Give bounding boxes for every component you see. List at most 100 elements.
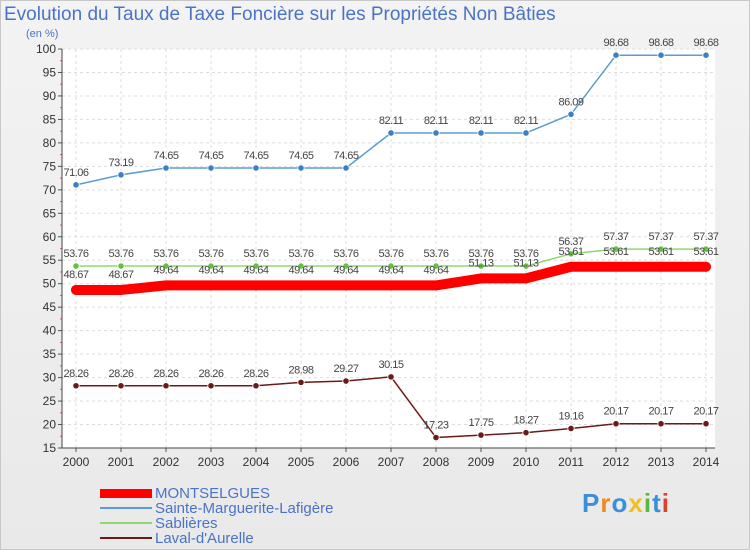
data-point-montselgues: [71, 285, 81, 295]
logo-letter: x: [628, 488, 644, 518]
x-tick-label: 2013: [648, 455, 675, 469]
y-tick-label: 85: [43, 112, 57, 126]
data-label-sainte-marguerite-lafig-re: 74.65: [198, 150, 223, 162]
data-point-sainte-marguerite-lafig-re: [657, 51, 665, 59]
x-tick-label: 2012: [603, 455, 630, 469]
legend-swatch-montselgues: [100, 488, 152, 498]
y-tick-label: 25: [43, 394, 57, 408]
legend-label-sablieres: Sablières: [155, 514, 218, 532]
data-point-sabli-res: [567, 250, 575, 258]
data-label-sainte-marguerite-lafig-re: 74.65: [333, 150, 358, 162]
data-label-sainte-marguerite-lafig-re: 82.11: [469, 115, 494, 127]
y-tick-label: 65: [43, 206, 57, 220]
x-tick-label: 2008: [423, 455, 450, 469]
data-label-montselgues: 49.64: [243, 264, 268, 276]
data-label-laval-d-aurelle: 30.15: [378, 359, 403, 371]
data-label-montselgues: 51.13: [513, 257, 538, 269]
data-label-montselgues: 53.61: [648, 246, 673, 258]
legend-item-sainte-marguerite: Sainte-Marguerite-Lafigère: [100, 499, 334, 517]
data-label-montselgues: 53.61: [603, 246, 628, 258]
x-tick-label: 2010: [513, 455, 540, 469]
data-point-sainte-marguerite-lafig-re: [567, 110, 575, 118]
data-point-montselgues: [521, 273, 531, 284]
data-point-sabli-res: [72, 262, 80, 270]
legend-item-sablieres: Sablières: [100, 514, 218, 532]
data-point-sabli-res: [612, 245, 620, 253]
data-label-sabli-res: 57.37: [603, 231, 628, 243]
data-label-sabli-res: 53.76: [513, 248, 538, 260]
data-point-sabli-res: [117, 262, 125, 270]
y-tick-label: 30: [43, 371, 57, 385]
data-point-sabli-res: [522, 262, 530, 270]
y-tick-label: 60: [43, 230, 57, 244]
data-point-montselgues: [251, 280, 261, 291]
legend-item-montselgues: MONTSELGUES: [100, 484, 271, 502]
data-label-laval-d-aurelle: 28.26: [243, 368, 268, 380]
data-point-sabli-res: [162, 262, 170, 270]
x-tick-label: 2000: [63, 455, 90, 469]
data-point-laval-d-aurelle: [342, 377, 350, 385]
x-tick-label: 2002: [153, 455, 180, 469]
y-tick-label: 20: [43, 418, 57, 432]
data-label-montselgues: 49.64: [423, 264, 448, 276]
legend-label-sainte-marguerite: Sainte-Marguerite-Lafigère: [155, 499, 334, 517]
logo-letter: t: [652, 488, 662, 518]
data-label-laval-d-aurelle: 29.27: [333, 363, 358, 375]
data-point-montselgues: [701, 261, 711, 272]
data-label-laval-d-aurelle: 18.27: [513, 415, 538, 427]
data-point-sabli-res: [432, 262, 440, 270]
logo-letter: i: [643, 488, 653, 518]
data-point-sainte-marguerite-lafig-re: [297, 164, 305, 172]
data-label-sainte-marguerite-lafig-re: 82.11: [424, 115, 449, 127]
data-point-sabli-res: [657, 245, 665, 253]
data-point-laval-d-aurelle: [252, 382, 260, 390]
x-tick-label: 2006: [333, 455, 360, 469]
data-point-sainte-marguerite-lafig-re: [387, 129, 395, 137]
data-label-laval-d-aurelle: 28.26: [108, 368, 133, 380]
legend-swatch-sainte-marguerite: [100, 507, 152, 509]
data-point-montselgues: [296, 280, 306, 291]
data-point-sabli-res: [477, 262, 485, 270]
data-point-sainte-marguerite-lafig-re: [702, 51, 710, 59]
data-label-sainte-marguerite-lafig-re: 98.68: [648, 37, 673, 49]
data-point-sabli-res: [342, 262, 350, 270]
data-label-laval-d-aurelle: 20.17: [648, 406, 673, 418]
y-tick-label: 15: [43, 441, 57, 455]
data-point-laval-d-aurelle: [477, 431, 485, 439]
data-point-laval-d-aurelle: [432, 433, 440, 442]
data-label-sabli-res: 56.37: [558, 236, 583, 248]
y-tick-label: 40: [43, 324, 57, 338]
x-tick-label: 2005: [288, 455, 315, 469]
data-label-laval-d-aurelle: 28.26: [198, 368, 223, 380]
x-tick-label: 2001: [108, 455, 135, 469]
data-label-montselgues: 48.67: [63, 269, 88, 281]
data-point-laval-d-aurelle: [117, 382, 125, 390]
proxiti-logo: Proxiti: [582, 488, 670, 519]
y-tick-label: 80: [43, 136, 57, 150]
data-label-sabli-res: 53.76: [153, 248, 178, 260]
data-point-sabli-res: [252, 262, 260, 270]
data-label-montselgues: 51.13: [468, 257, 493, 269]
data-label-laval-d-aurelle: 28.98: [288, 364, 313, 376]
y-tick-label: 95: [43, 65, 57, 79]
data-point-laval-d-aurelle: [162, 382, 170, 390]
data-point-sainte-marguerite-lafig-re: [522, 129, 530, 137]
data-label-sainte-marguerite-lafig-re: 86.09: [558, 96, 583, 108]
data-point-laval-d-aurelle: [702, 420, 710, 428]
data-label-sainte-marguerite-lafig-re: 82.11: [514, 115, 539, 127]
data-label-sainte-marguerite-lafig-re: 74.65: [288, 150, 313, 162]
legend-label-montselgues: MONTSELGUES: [155, 484, 271, 502]
data-point-sabli-res: [297, 262, 305, 270]
data-point-sabli-res: [207, 262, 215, 270]
data-label-montselgues: 49.64: [198, 264, 223, 276]
legend-item-laval-daurelle: Laval-d'Aurelle: [100, 530, 254, 547]
data-point-laval-d-aurelle: [522, 429, 530, 437]
data-label-sabli-res: 53.76: [333, 248, 358, 260]
data-point-montselgues: [116, 285, 126, 295]
data-label-montselgues: 48.67: [108, 269, 133, 281]
data-point-sainte-marguerite-lafig-re: [342, 164, 350, 172]
data-label-sabli-res: 53.76: [288, 248, 313, 260]
data-label-montselgues: 49.64: [153, 264, 178, 276]
data-label-sainte-marguerite-lafig-re: 74.65: [243, 150, 268, 162]
